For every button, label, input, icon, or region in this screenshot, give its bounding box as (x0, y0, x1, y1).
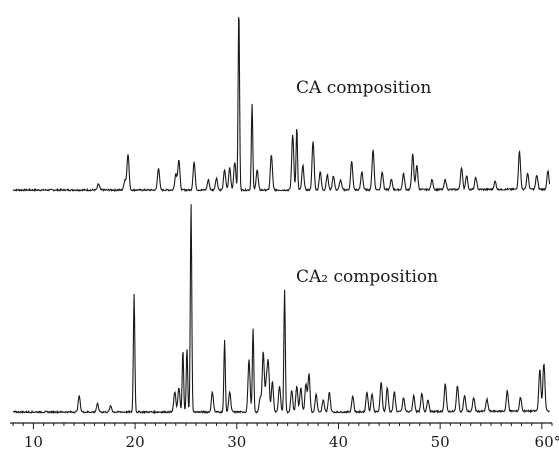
x-tick-label: 40 (329, 433, 348, 451)
ca2-series (12, 204, 550, 415)
x-tick-label: 10 (24, 433, 43, 451)
legend-ca-composition: CA composition (296, 78, 431, 98)
ca-series (12, 17, 551, 193)
x-tick-label: 20 (126, 433, 145, 451)
x-tick-label: 60° (535, 433, 559, 451)
ca2-trace-line (12, 204, 550, 415)
ca-trace-line (12, 17, 551, 193)
x-tick-label: 50 (431, 433, 450, 451)
x-axis: 10 20 30 40 50 60° (10, 422, 559, 451)
legend-ca2-composition: CA₂ composition (296, 267, 438, 287)
x-tick-label: 30 (227, 433, 246, 451)
